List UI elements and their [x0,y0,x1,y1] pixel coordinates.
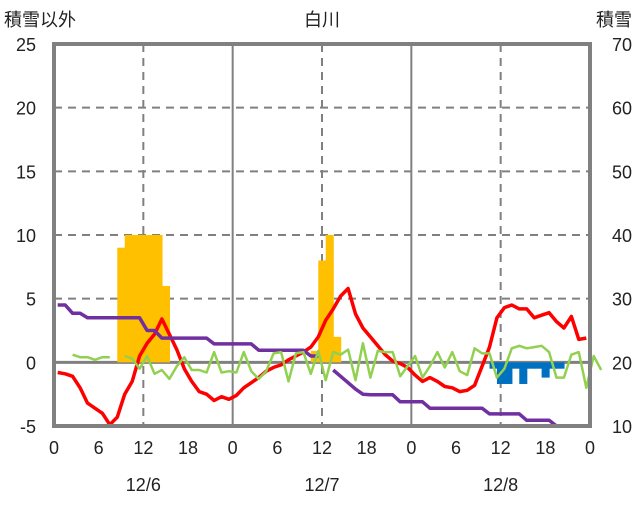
snowfall-bar [124,235,133,363]
right-tick-label: 10 [612,417,632,437]
x-tick-label: 6 [94,438,104,458]
snowfall-bar [333,336,342,363]
negative-bar [504,362,513,384]
snowfall-bar [325,235,334,363]
left-tick-label: 0 [26,353,36,373]
snowfall-bar [147,235,156,363]
right-tick-label: 20 [612,353,632,373]
negative-bar [556,362,565,369]
date-label: 12/8 [483,475,518,495]
x-tick-label: 18 [178,438,198,458]
x-tick-label: 12 [491,438,511,458]
left-tick-label: 25 [16,35,36,55]
left-tick-label: 15 [16,162,36,182]
x-tick-label: 6 [272,438,282,458]
right-tick-label: 50 [612,162,632,182]
negative-bar [541,362,550,378]
left-tick-label: -5 [20,417,36,437]
x-tick-label: 0 [585,438,595,458]
negative-bar [534,362,543,369]
x-tick-label: 12 [312,438,332,458]
right-tick-label: 60 [612,99,632,119]
right-tick-label: 30 [612,290,632,310]
right-tick-label: 40 [612,226,632,246]
left-tick-label: 10 [16,226,36,246]
snowfall-bar [117,247,126,363]
date-label: 12/7 [304,475,339,495]
snow_depth-line [57,303,587,428]
date-label: 12/6 [126,475,161,495]
negative-bar [519,362,528,384]
x-tick-label: 0 [406,438,416,458]
chart-title: 白川 [304,10,340,30]
temperature-line [57,286,587,427]
snowfall-bar [132,235,141,363]
negative-bar [526,362,535,369]
x-tick-label: 0 [228,438,238,458]
right-tick-label: 70 [612,35,632,55]
wind-line [72,341,603,390]
x-tick-label: 18 [535,438,555,458]
right-axis-label: 積雪 [596,10,632,30]
x-tick-label: 0 [49,438,59,458]
left-tick-label: 5 [26,290,36,310]
snowfall-bar [154,235,163,363]
negative-bar [511,362,520,369]
left-axis-label: 積雪以外 [4,10,76,30]
snowfall-bar [318,260,327,363]
x-tick-label: 6 [451,438,461,458]
x-tick-label: 12 [133,438,153,458]
left-tick-label: 20 [16,99,36,119]
x-tick-label: 18 [357,438,377,458]
lines [57,286,603,428]
snowfall-bar [139,235,148,363]
plot-frame [52,42,592,428]
